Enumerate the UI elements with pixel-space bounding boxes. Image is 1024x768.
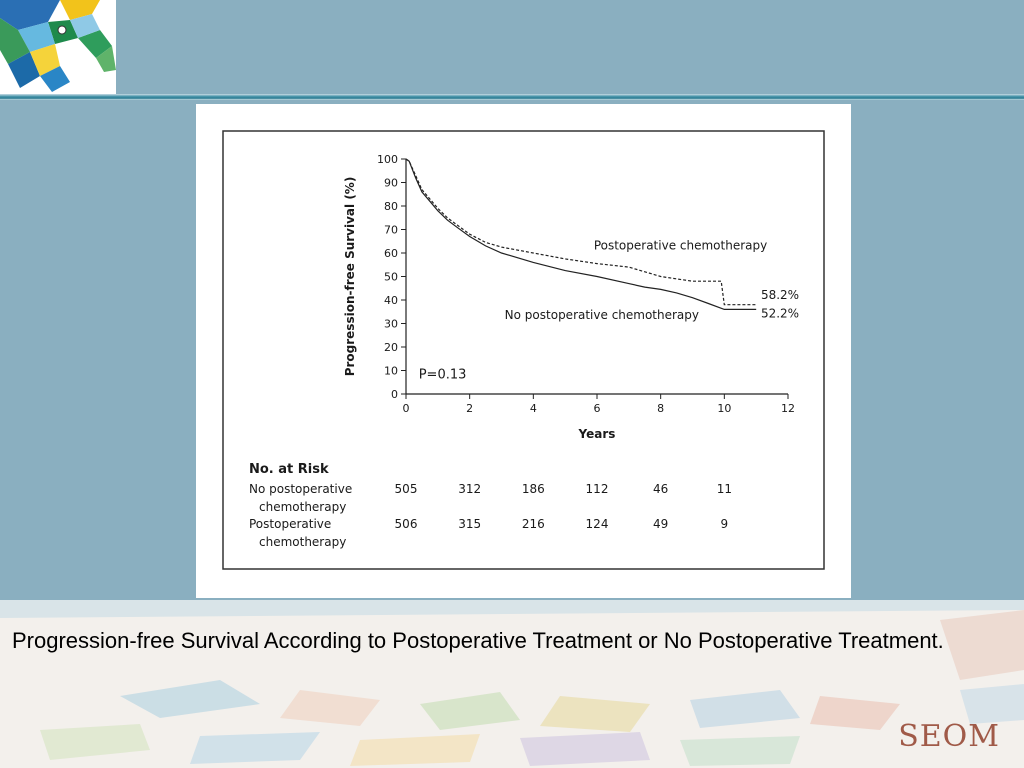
y-tick-label: 100 — [377, 153, 398, 166]
x-tick-label: 12 — [781, 402, 795, 415]
x-tick-label: 10 — [717, 402, 731, 415]
chart-axes: 0 10 20 30 40 50 60 70 80 90 100 0 2 4 6 8 10 12 Years Prog… — [343, 153, 795, 441]
risk-table: No. at Risk No postoperative chemotherapy 5… — [249, 462, 732, 549]
risk-value: 49 — [653, 517, 668, 531]
header-logo-mosaic — [0, 0, 116, 94]
y-tick-label: 50 — [384, 271, 398, 284]
postop-chemo-curve — [405, 158, 757, 306]
series-label-postop-chemo: Postoperative chemotherapy — [594, 238, 767, 252]
risk-value: 124 — [586, 517, 609, 531]
x-axis-title: Years — [578, 427, 616, 441]
x-tick-label: 2 — [466, 402, 473, 415]
risk-row-label: chemotherapy — [259, 535, 346, 549]
figure-card: 0 10 20 30 40 50 60 70 80 90 100 0 2 4 6 8 10 12 Years Prog… — [196, 104, 851, 598]
risk-value: 11 — [717, 482, 732, 496]
risk-value: 505 — [395, 482, 418, 496]
series-label-no-postop-chemo: No postoperative chemotherapy — [505, 308, 699, 322]
x-tick-label: 0 — [403, 402, 410, 415]
risk-value: 46 — [653, 482, 668, 496]
chart-labels: Postoperative chemotherapy No postoperati… — [419, 238, 799, 382]
risk-value: 506 — [395, 517, 418, 531]
chart-curves — [405, 158, 757, 310]
y-tick-label: 60 — [384, 247, 398, 260]
decorative-mosaic — [0, 600, 1024, 766]
y-tick-label: 80 — [384, 200, 398, 213]
caption-band: Progression-free Survival According to P… — [0, 600, 1024, 768]
risk-table-title: No. at Risk — [249, 462, 329, 477]
risk-row-label: chemotherapy — [259, 500, 346, 514]
no-postop-chemo-curve — [405, 158, 757, 310]
header-divider — [0, 94, 1024, 100]
y-tick-label: 0 — [391, 388, 398, 401]
p-value-annotation: P=0.13 — [419, 368, 467, 383]
y-tick-label: 30 — [384, 318, 398, 331]
y-tick-label: 10 — [384, 365, 398, 378]
x-tick-label: 4 — [530, 402, 537, 415]
y-tick-label: 40 — [384, 294, 398, 307]
risk-value: 112 — [586, 482, 609, 496]
risk-value: 312 — [458, 482, 481, 496]
y-tick-label: 70 — [384, 224, 398, 237]
x-tick-label: 8 — [657, 402, 664, 415]
mosaic-logo-graphic — [0, 0, 116, 92]
slide-caption: Progression-free Survival According to P… — [12, 628, 944, 653]
end-label-postop-chemo: 58.2% — [761, 288, 799, 302]
y-tick-label: 20 — [384, 341, 398, 354]
y-axis-title: Progression-free Survival (%) — [343, 177, 357, 377]
end-label-no-postop-chemo: 52.2% — [761, 307, 799, 321]
risk-value: 315 — [458, 517, 481, 531]
y-tick-label: 90 — [384, 177, 398, 190]
risk-value: 9 — [721, 517, 729, 531]
seom-logo-text: SEOM — [898, 719, 1000, 754]
risk-value: 186 — [522, 482, 545, 496]
risk-value: 216 — [522, 517, 545, 531]
risk-row-label: Postoperative — [249, 517, 331, 531]
risk-row-label: No postoperative — [249, 482, 352, 496]
x-tick-label: 6 — [594, 402, 601, 415]
figure-frame — [222, 130, 825, 570]
